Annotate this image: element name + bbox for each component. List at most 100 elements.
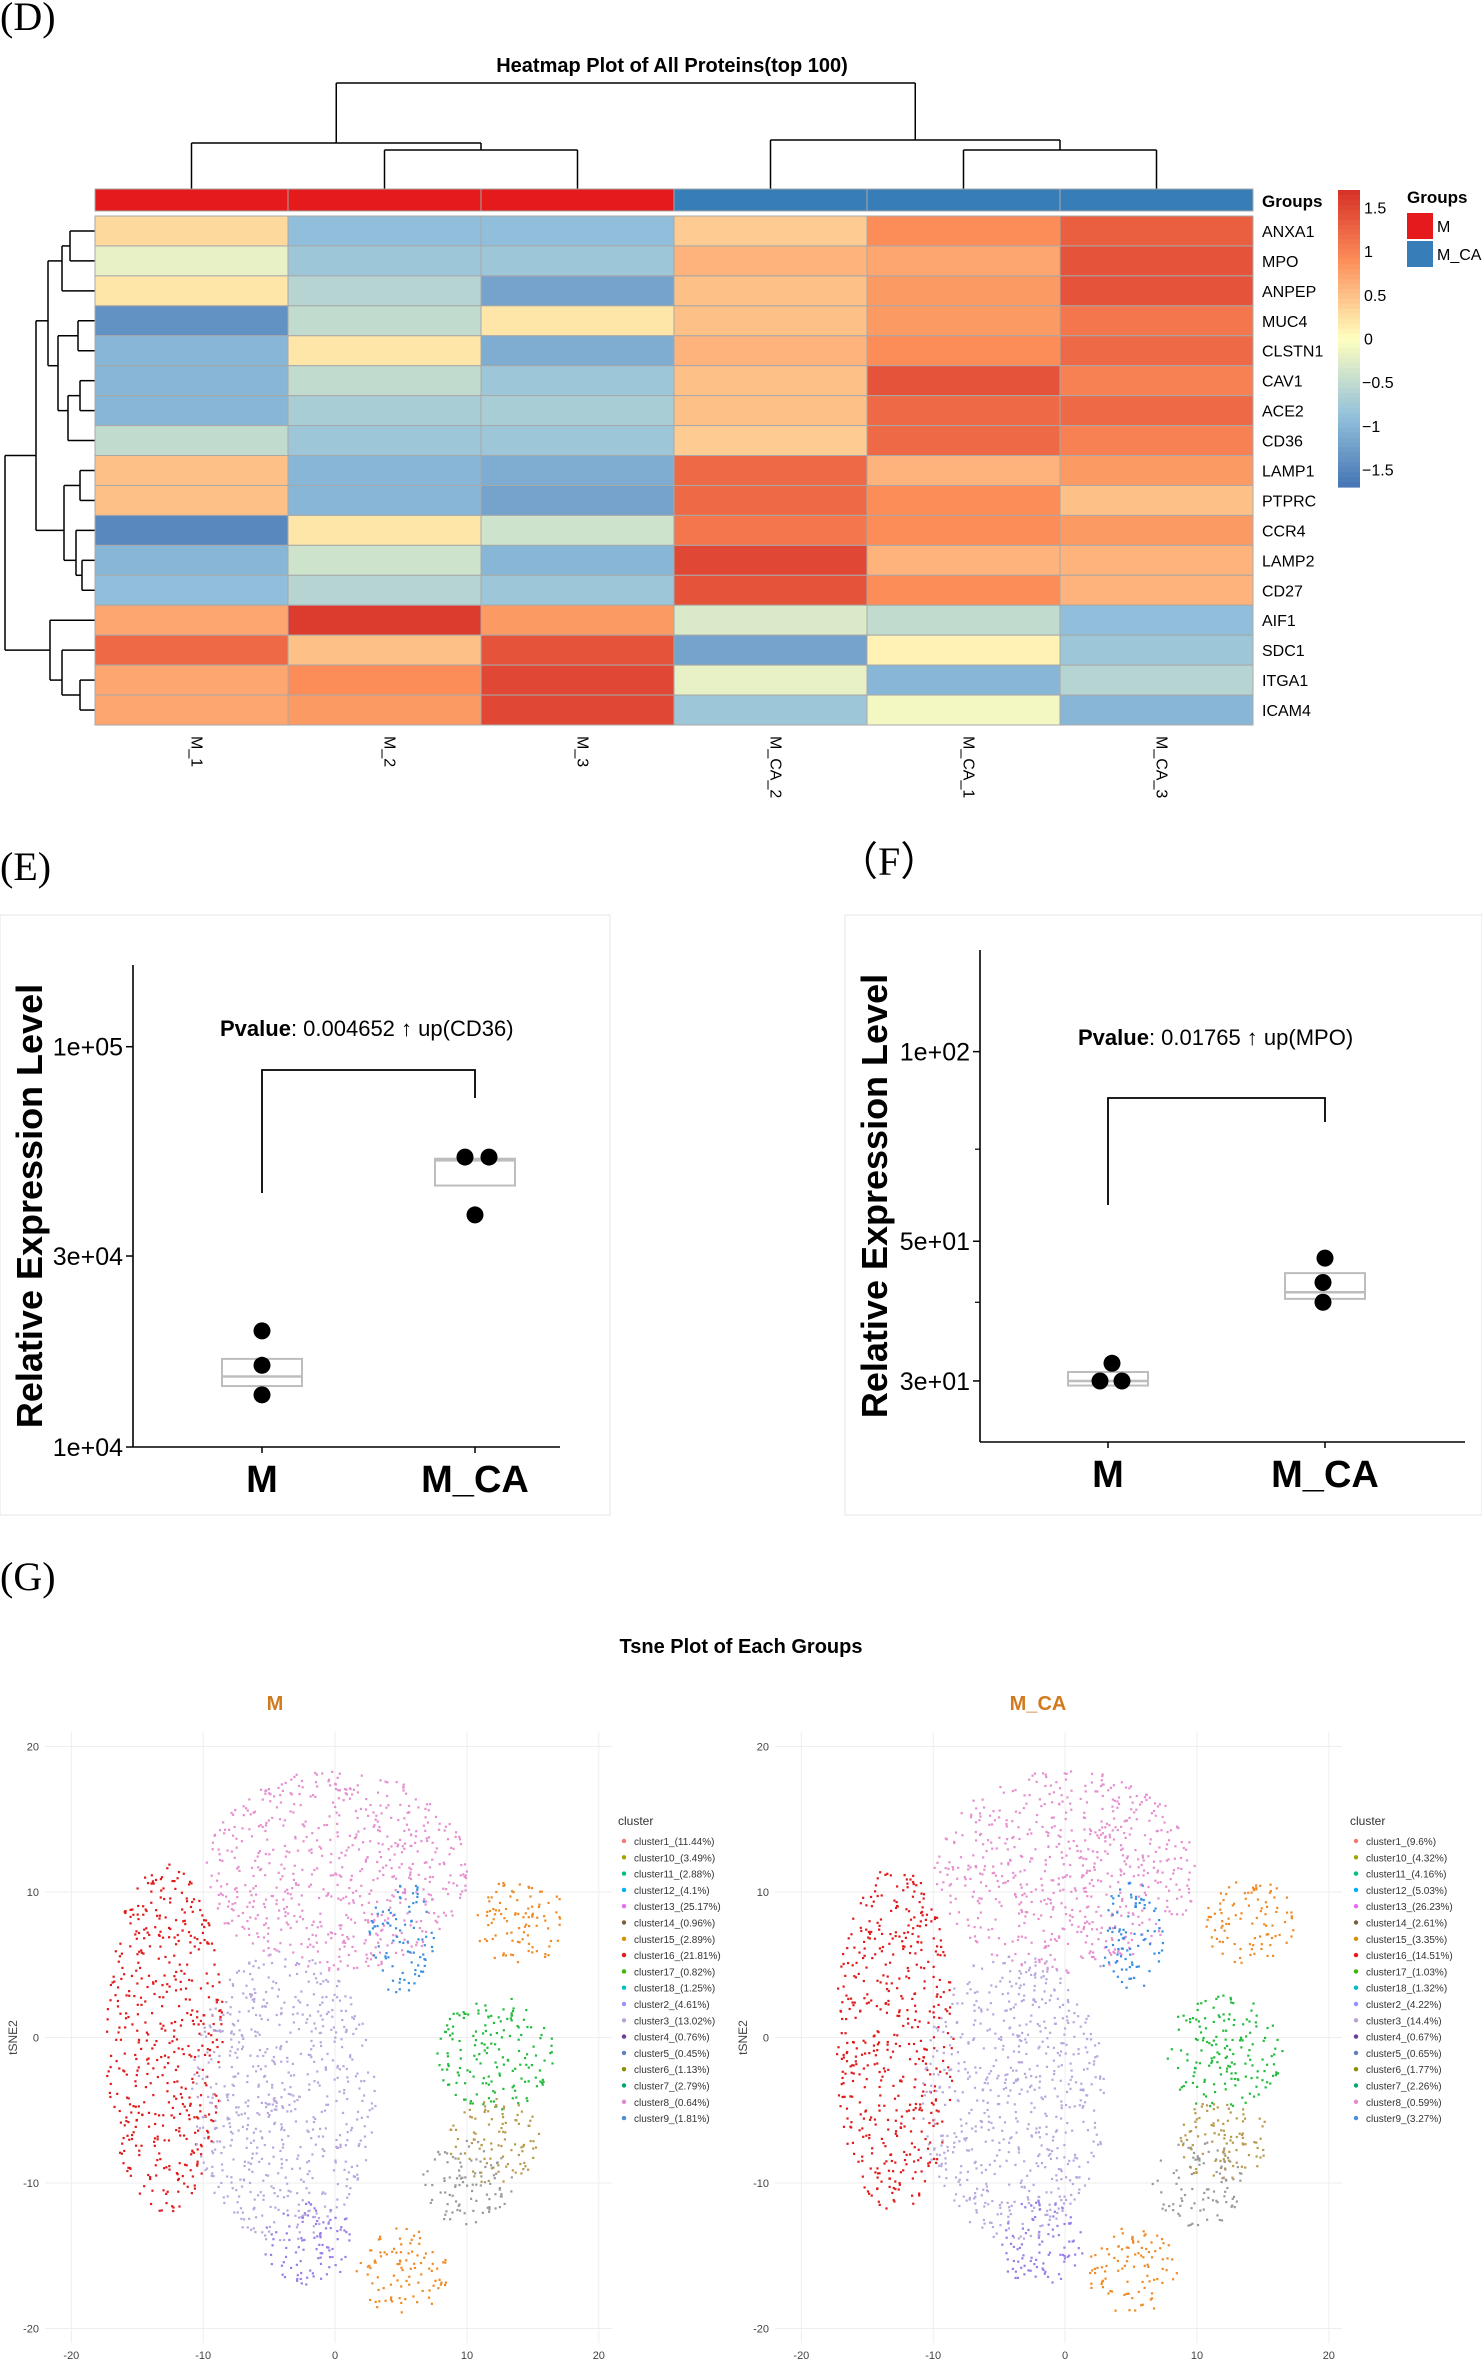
- tsne-point: [444, 2191, 447, 2194]
- tsne-point: [359, 1869, 362, 1873]
- tsne-point: [314, 2209, 318, 2212]
- tsne-point: [331, 2015, 334, 2018]
- tsne-point: [500, 2144, 503, 2148]
- tsne-point: [160, 1889, 163, 1892]
- tsne-point: [1067, 2009, 1070, 2012]
- tsne-point: [1011, 2069, 1015, 2072]
- tsne-point: [1026, 1833, 1029, 1836]
- tsne-point: [288, 1851, 291, 1854]
- tsne-point: [380, 1962, 383, 1966]
- tsne-point: [402, 1786, 405, 1789]
- tsne-point: [531, 1915, 534, 1918]
- tsne-point: [920, 1948, 923, 1952]
- tsne-point: [185, 2109, 188, 2112]
- tsne-point: [904, 1936, 907, 1939]
- tsne-point: [500, 1912, 503, 1916]
- tsne-point: [1290, 1911, 1293, 1914]
- tsne-point: [247, 2010, 250, 2013]
- colorbar-segment: [1338, 214, 1360, 221]
- tsne-point: [155, 2040, 158, 2043]
- tsne-point: [200, 2145, 203, 2148]
- tsne-point: [885, 2207, 888, 2210]
- tsne-point: [232, 2084, 235, 2088]
- tsne-point: [381, 1910, 385, 1913]
- tsne-point: [267, 1932, 270, 1935]
- tsne-point: [1250, 2009, 1253, 2012]
- tsne-point: [319, 2277, 323, 2280]
- tsne-point: [354, 2075, 357, 2078]
- tsne-point: [1031, 2209, 1034, 2213]
- tsne-point: [373, 2259, 376, 2262]
- tsne-point: [452, 2012, 455, 2015]
- tsne-point: [1010, 1985, 1013, 1988]
- tsne-point: [500, 2036, 504, 2039]
- tsne-point: [1064, 1811, 1068, 1814]
- cluster-legend-dot: [621, 2050, 627, 2056]
- tsne-point: [929, 2062, 932, 2065]
- tsne-point: [166, 1983, 169, 1986]
- tsne-point: [462, 2098, 466, 2101]
- tsne-point: [351, 1945, 354, 1949]
- tsne-point: [1060, 2042, 1063, 2045]
- tsne-point: [517, 1927, 521, 1930]
- tsne-point: [922, 1893, 926, 1896]
- tsne-point: [281, 2081, 284, 2085]
- tsne-point: [923, 2180, 927, 2183]
- tsne-point: [376, 1791, 380, 1794]
- tsne-point: [469, 2197, 473, 2200]
- tsne-point: [1038, 2086, 1041, 2089]
- tsne-point: [1070, 2069, 1073, 2072]
- tsne-point: [190, 2153, 193, 2156]
- tsne-point: [1244, 2075, 1247, 2078]
- tsne-point: [987, 2203, 990, 2206]
- tsne-point: [348, 1886, 351, 1890]
- tsne-point: [1232, 2001, 1235, 2005]
- tsne-point: [527, 1907, 530, 1910]
- tsne-point: [431, 2251, 434, 2254]
- tsne-point: [1008, 2183, 1011, 2186]
- tsne-point: [230, 2032, 233, 2035]
- tsne-point: [1007, 1863, 1010, 1866]
- tsne-point: [310, 1848, 313, 1851]
- tsne-point: [442, 1887, 445, 1890]
- tsne-point: [518, 1883, 521, 1886]
- tsne-point: [906, 1931, 910, 1934]
- tsne-point: [123, 2124, 126, 2127]
- tsne-point: [257, 2083, 260, 2086]
- tsne-point: [1170, 2048, 1173, 2051]
- tsne-point: [438, 1927, 441, 1931]
- tsne-point: [862, 2117, 865, 2120]
- colorbar-segment: [1338, 467, 1360, 473]
- tsne-point: [1077, 2052, 1080, 2055]
- tsne-point: [1086, 1920, 1089, 1923]
- tsne-point: [365, 1953, 368, 1956]
- tsne-point: [249, 2190, 252, 2194]
- tsne-point: [1129, 1785, 1133, 1788]
- tsne-point: [1090, 2083, 1093, 2086]
- tsne-point: [368, 2264, 371, 2267]
- tsne-point: [246, 2123, 249, 2127]
- tsne-point: [243, 1927, 246, 1930]
- tsne-point: [304, 2202, 308, 2206]
- row-label: ICAM4: [1262, 703, 1311, 720]
- tsne-point: [305, 1835, 308, 1839]
- row-label: CD36: [1262, 434, 1303, 451]
- tsne-point: [198, 1899, 201, 1903]
- tsne-point: [859, 1926, 862, 1929]
- tsne-point: [887, 2128, 890, 2131]
- tsne-point: [366, 2265, 370, 2268]
- tsne-point: [160, 2005, 164, 2008]
- tsne-point: [305, 2283, 308, 2286]
- tsne-point: [211, 2172, 214, 2175]
- tsne-point: [342, 2065, 345, 2068]
- tsne-point: [434, 2279, 437, 2282]
- tsne-point: [217, 1893, 220, 1897]
- tsne-point: [317, 2010, 320, 2013]
- tsne-point: [1131, 1963, 1134, 1966]
- tsne-point: [930, 2158, 933, 2161]
- tsne-point: [1156, 1869, 1160, 1872]
- tsne-point: [203, 2053, 207, 2057]
- tsne-point: [332, 1874, 335, 1877]
- tsne-point: [1085, 1890, 1088, 1893]
- tsne-point: [369, 1952, 373, 1955]
